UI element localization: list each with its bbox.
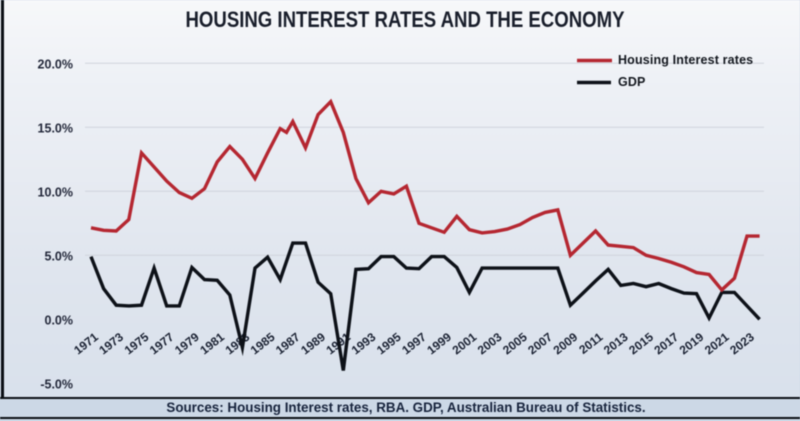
svg-text:2015: 2015 <box>626 330 656 358</box>
svg-text:1971: 1971 <box>71 330 101 358</box>
svg-text:2005: 2005 <box>500 330 530 358</box>
svg-text:10.0%: 10.0% <box>38 185 73 199</box>
svg-text:1975: 1975 <box>122 330 152 358</box>
svg-text:1997: 1997 <box>399 330 429 358</box>
svg-text:2023: 2023 <box>727 330 757 358</box>
svg-text:2019: 2019 <box>677 330 707 358</box>
svg-text:2017: 2017 <box>651 330 681 358</box>
svg-text:2021: 2021 <box>702 330 732 358</box>
svg-text:1973: 1973 <box>96 330 126 358</box>
svg-text:1977: 1977 <box>147 330 177 358</box>
svg-text:2013: 2013 <box>601 330 631 358</box>
svg-text:1999: 1999 <box>424 330 454 358</box>
svg-text:1989: 1989 <box>298 330 328 358</box>
svg-text:2001: 2001 <box>450 330 480 358</box>
svg-text:20.0%: 20.0% <box>38 57 73 71</box>
svg-text:-5.0%: -5.0% <box>40 377 73 391</box>
svg-text:1995: 1995 <box>374 330 404 358</box>
svg-text:1993: 1993 <box>349 330 379 358</box>
svg-text:2003: 2003 <box>475 330 505 358</box>
svg-text:15.0%: 15.0% <box>38 121 73 135</box>
svg-text:1981: 1981 <box>197 330 227 358</box>
svg-text:0.0%: 0.0% <box>45 313 74 327</box>
svg-text:2009: 2009 <box>551 330 581 358</box>
svg-text:2011: 2011 <box>576 330 605 357</box>
svg-text:1979: 1979 <box>172 330 202 358</box>
svg-text:1985: 1985 <box>248 330 278 358</box>
svg-text:2007: 2007 <box>525 330 555 358</box>
svg-text:1987: 1987 <box>273 330 303 358</box>
svg-text:5.0%: 5.0% <box>45 249 74 263</box>
